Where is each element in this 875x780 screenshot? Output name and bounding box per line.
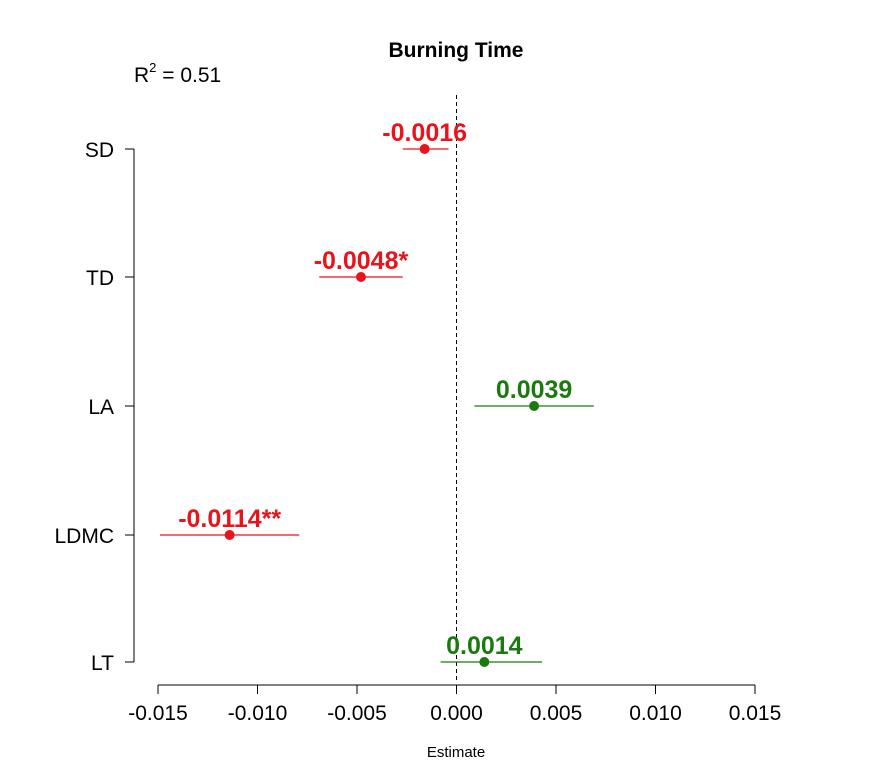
x-tick-label: -0.015: [128, 702, 188, 725]
x-tick-label: 0.010: [629, 702, 682, 725]
x-tick-label: 0.015: [729, 702, 782, 725]
x-axis: -0.015 -0.010 -0.005 0.000 0.005 0.010 0.015: [128, 684, 782, 725]
coefficient-ldmc: -0.0114**: [159, 505, 300, 540]
x-tick-label: -0.010: [228, 702, 288, 725]
r-squared-prefix: R: [134, 64, 149, 87]
estimate-point: [419, 144, 430, 154]
x-tick-label: 0.000: [430, 702, 483, 725]
estimate-label: -0.0048*: [314, 247, 409, 275]
estimate-point: [529, 401, 540, 411]
y-tick-label: TD: [86, 267, 114, 290]
coefficient-marks: -0.0016 -0.0048* 0.0039 -0.0114** 0.0014: [159, 119, 594, 667]
x-tick-label: 0.005: [530, 702, 583, 725]
x-axis-label: Estimate: [427, 744, 485, 761]
chart-title: Burning Time: [389, 39, 524, 62]
y-tick-label: SD: [85, 139, 114, 162]
estimate-point: [224, 530, 235, 540]
coefficient-sd: -0.0016: [382, 119, 467, 154]
y-tick-label: LDMC: [54, 525, 114, 548]
estimate-label: -0.0114**: [178, 505, 281, 533]
r-squared-value: = 0.51: [156, 64, 221, 87]
x-tick-label: -0.005: [327, 702, 387, 725]
y-tick-label: LT: [91, 652, 114, 675]
estimate-label: 0.0014: [446, 632, 523, 660]
estimate-point: [479, 657, 490, 667]
estimate-label: 0.0039: [496, 376, 572, 404]
y-axis: SD TD LA LDMC LT: [54, 139, 135, 675]
r-squared-annotation: R2 = 0.51: [134, 60, 221, 87]
y-tick-label: LA: [88, 396, 114, 419]
coefficient-lt: 0.0014: [440, 632, 543, 667]
estimate-point: [355, 272, 366, 282]
r-squared-superscript: 2: [149, 60, 156, 75]
estimate-label: -0.0016: [382, 119, 467, 147]
coefficient-la: 0.0039: [474, 376, 594, 411]
coefficient-td: -0.0048*: [314, 247, 409, 282]
